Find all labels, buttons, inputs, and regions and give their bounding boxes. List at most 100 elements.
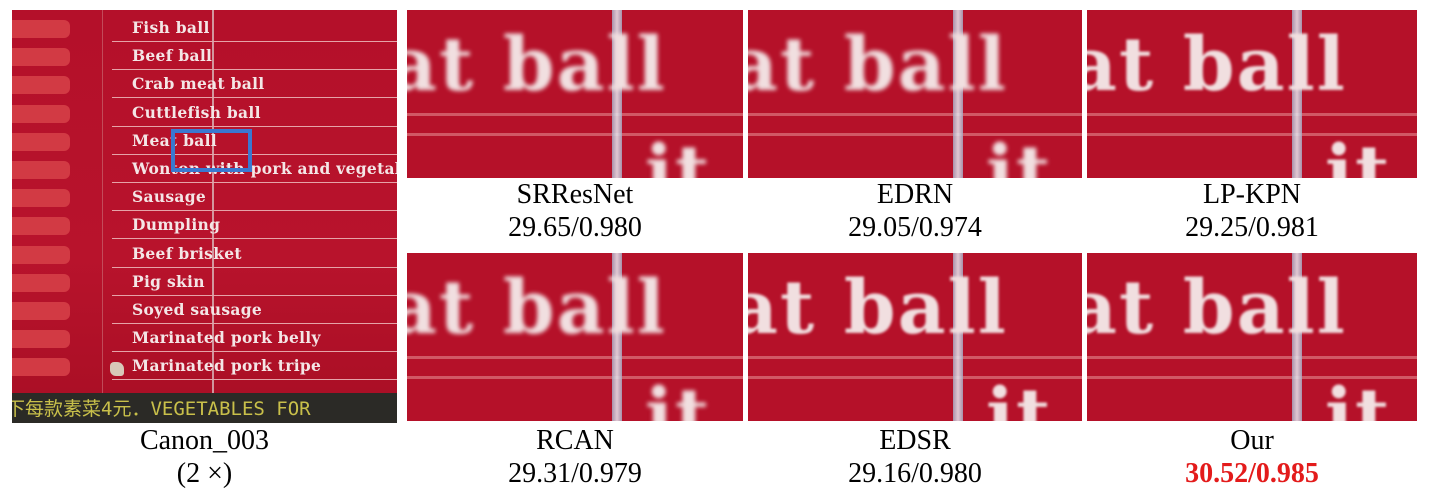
caption-rcan: RCAN 29.31/0.979 — [407, 424, 743, 490]
caption-edrn: EDRN 29.05/0.974 — [748, 178, 1082, 244]
menu-divider-line — [102, 10, 103, 423]
menu-bullet — [12, 48, 70, 67]
rule-line — [1087, 113, 1417, 116]
menu-rule — [112, 351, 397, 353]
menu-item: Beef ball — [132, 46, 213, 66]
caption-our: Our 30.52/0.985 — [1087, 424, 1417, 490]
menu-item: Pig skin — [132, 271, 205, 291]
fold-line — [1292, 10, 1302, 178]
menu-rule — [112, 379, 397, 381]
rule-line — [1087, 133, 1417, 136]
crop-edsr: at ball it — [748, 253, 1082, 421]
menu-rule — [112, 69, 397, 71]
method-name: SRResNet — [516, 179, 634, 210]
crop-rcan: at ball it — [407, 253, 743, 421]
method-name: RCAN — [536, 425, 614, 456]
footer-text: 下每款素菜4元．VEGETABLES FOR — [12, 398, 311, 420]
footer-strip: 下每款素菜4元．VEGETABLES FOR — [12, 393, 397, 423]
crop-text-line2: it — [645, 130, 712, 178]
crop-our: at ball it — [1087, 253, 1417, 421]
menu-bullet — [12, 273, 70, 292]
crop-text-line1: at ball — [1087, 22, 1347, 108]
rule-line — [748, 356, 1082, 359]
rule-line — [407, 356, 743, 359]
crop-text-line2: it — [986, 130, 1053, 178]
fold-line — [953, 253, 963, 421]
method-score: 29.05/0.974 — [848, 212, 982, 243]
fold-line — [1292, 253, 1302, 421]
crop-edrn: at ball it — [748, 10, 1082, 178]
overview-image: Fish ball Beef ball Crab meat ball Cuttlefi… — [12, 10, 397, 423]
crop-text-line2: it — [1325, 373, 1392, 421]
crop-text-line1: at ball — [407, 265, 667, 351]
menu-rule — [112, 153, 397, 155]
menu-item: Marinated pork belly — [132, 328, 321, 348]
stain-mark — [110, 362, 124, 376]
menu-bullet — [12, 217, 70, 236]
menu-bullet — [12, 76, 70, 95]
method-name: EDRN — [876, 179, 954, 210]
menu-rule — [112, 41, 397, 42]
menu-item: Cuttlefish ball — [132, 102, 261, 122]
menu-bullet — [12, 161, 70, 179]
fold-line — [612, 10, 622, 178]
method-name: LP-KPN — [1202, 179, 1301, 210]
crop-text-line1: at ball — [748, 22, 1008, 108]
caption-srresnet: SRResNet 29.65/0.980 — [407, 178, 743, 244]
menu-item: Fish ball — [132, 18, 210, 37]
crop-text-line1: at ball — [1087, 265, 1347, 351]
method-score: 29.16/0.980 — [848, 458, 982, 489]
menu-rule — [112, 210, 397, 212]
menu-bullet — [12, 245, 70, 264]
caption-edsr: EDSR 29.16/0.980 — [748, 424, 1082, 490]
fold-line — [612, 253, 622, 421]
crop-text-line1: at ball — [407, 22, 667, 108]
zoom-region-box — [171, 129, 252, 172]
caption-overview: Canon_003 (2 ×) — [12, 424, 397, 490]
menu-rule — [112, 125, 397, 127]
menu-item: Wonton with pork and vegetab — [132, 159, 397, 178]
method-score: 29.31/0.979 — [508, 458, 642, 489]
image-label: Canon_003 — [139, 425, 270, 456]
method-score: 29.25/0.981 — [1185, 212, 1319, 243]
method-name: Our — [1230, 425, 1274, 456]
rule-line — [407, 113, 743, 116]
menu-bullet — [12, 189, 70, 208]
menu-bullet — [12, 132, 70, 151]
rule-line — [748, 376, 1082, 379]
menu-bullet — [12, 302, 70, 320]
rule-line — [748, 113, 1082, 116]
menu-item: Beef brisket — [132, 243, 242, 263]
crop-lp-kpn: at ball it — [1087, 10, 1417, 178]
menu-bullet — [12, 104, 70, 123]
rule-line — [1087, 376, 1417, 379]
menu-item: Marinated pork tripe — [132, 356, 322, 376]
rule-line — [407, 133, 743, 136]
menu-bullet — [12, 358, 70, 377]
crop-text-line2: it — [1325, 130, 1392, 178]
menu-item: Dumpling — [132, 215, 221, 235]
menu-rule — [112, 294, 397, 296]
method-score: 29.65/0.980 — [508, 212, 642, 243]
method-name: EDSR — [879, 425, 951, 456]
method-score-best: 30.52/0.985 — [1185, 458, 1319, 489]
menu-bullet — [12, 20, 70, 38]
fold-line — [212, 10, 214, 423]
rule-line — [1087, 356, 1417, 359]
crop-srresnet: at ball it — [407, 10, 743, 178]
menu-bullet — [12, 330, 70, 349]
crop-text-line2: it — [986, 373, 1053, 421]
caption-lp-kpn: LP-KPN 29.25/0.981 — [1087, 178, 1417, 244]
scale-label: (2 ×) — [176, 458, 233, 489]
rule-line — [748, 133, 1082, 136]
menu-item: Sausage — [132, 187, 207, 207]
crop-text-line1: at ball — [748, 265, 1008, 351]
menu-item: Soyed sausage — [132, 300, 263, 319]
crop-text-line2: it — [645, 373, 712, 421]
menu-rule — [112, 97, 397, 99]
menu-rule — [112, 323, 397, 324]
rule-line — [407, 376, 743, 379]
menu-rule — [112, 182, 397, 183]
menu-rule — [112, 266, 397, 268]
menu-item: Crab meat ball — [132, 74, 265, 94]
